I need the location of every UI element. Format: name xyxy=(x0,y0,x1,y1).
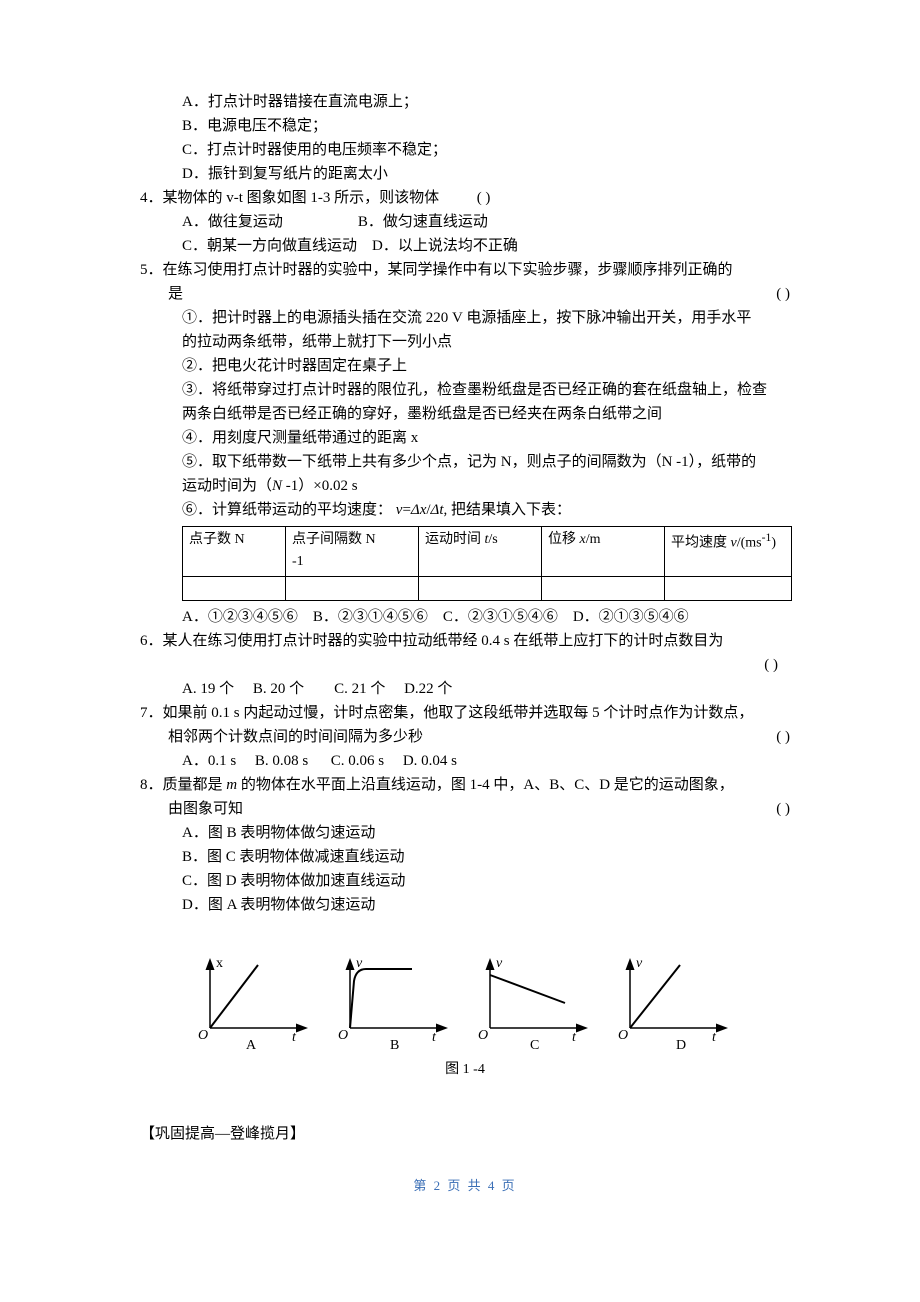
fig-a: x O t A xyxy=(190,953,320,1053)
fig-c-letter: C xyxy=(530,1035,539,1057)
svg-text:O: O xyxy=(478,1028,488,1043)
page-number: 第 2 页 共 4 页 xyxy=(140,1176,790,1197)
svg-text:O: O xyxy=(198,1028,208,1043)
q6-number: 6． xyxy=(140,629,163,653)
q8-paren: ( ) xyxy=(776,797,790,821)
th-5: 平均速度 v/(ms-1) xyxy=(665,527,792,577)
q7-number: 7． xyxy=(140,701,163,725)
fig-d: v O t D xyxy=(610,953,740,1053)
svg-text:x: x xyxy=(216,956,223,971)
q5-step1b: 的拉动两条纸带，纸带上就打下一列小点 xyxy=(140,330,790,354)
q5-number: 5． xyxy=(140,258,163,282)
q7-paren: ( ) xyxy=(776,725,790,749)
fig-b: v O t B xyxy=(330,953,460,1053)
q4-stem-text: 某物体的 v-t 图象如图 1-3 所示，则该物体 xyxy=(163,190,440,206)
q7-text: 如果前 0.1 s 内起动过慢，计时点密集，他取了这段纸带并选取每 5 个计时点… xyxy=(163,701,790,725)
th-4: 位移 x/m xyxy=(542,527,665,577)
th-1: 点子数 N xyxy=(183,527,286,577)
q8-text1: 质量都是 m 的物体在水平面上沿直线运动，图 1-4 中，A、B、C、D 是它的… xyxy=(163,773,790,797)
fig-a-letter: A xyxy=(246,1035,256,1057)
td-1 xyxy=(183,576,286,601)
q4-number: 4． xyxy=(140,186,163,210)
q6-text: 某人在练习使用打点计时器的实验中拉动纸带经 0.4 s 在纸带上应打下的计时点数… xyxy=(163,629,790,653)
table-header-row: 点子数 N 点子间隔数 N -1 运动时间 t/s 位移 x/m 平均速度 v/… xyxy=(183,527,792,577)
q4-text: 某物体的 v-t 图象如图 1-3 所示，则该物体 ( ) xyxy=(163,186,790,210)
q3-option-b: B．电源电压不稳定； xyxy=(140,114,790,138)
q8-text2: 由图象可知 xyxy=(140,797,776,821)
q5-step4-text: ④．用刻度尺测量纸带通过的距离 x xyxy=(182,430,418,446)
fig-caption: 图 1 -4 xyxy=(140,1059,790,1081)
q5-text1: 在练习使用打点计时器的实验中，某同学操作中有以下实验步骤，步骤顺序排列正确的 xyxy=(163,258,790,282)
q5-table: 点子数 N 点子间隔数 N -1 运动时间 t/s 位移 x/m 平均速度 v/… xyxy=(182,526,792,601)
td-2 xyxy=(286,576,419,601)
svg-text:O: O xyxy=(338,1028,348,1043)
q8-stem-line1: 8． 质量都是 m 的物体在水平面上沿直线运动，图 1-4 中，A、B、C、D … xyxy=(140,773,790,797)
q4-opts-row2: C．朝某一方向做直线运动 D．以上说法均不正确 xyxy=(140,234,790,258)
fig-b-svg: v O t xyxy=(330,953,460,1043)
svg-text:t: t xyxy=(292,1030,297,1043)
fig-b-letter: B xyxy=(390,1035,399,1057)
th-2a: 点子间隔数 N xyxy=(292,529,412,551)
q6-paren: ( ) xyxy=(140,653,790,677)
q7-stem-line1: 7． 如果前 0.1 s 内起动过慢，计时点密集，他取了这段纸带并选取每 5 个… xyxy=(140,701,790,725)
svg-text:t: t xyxy=(432,1030,437,1043)
q4-opts-row1: A．做往复运动 B．做匀速直线运动 xyxy=(140,210,790,234)
svg-text:v: v xyxy=(636,956,643,971)
th-2: 点子间隔数 N -1 xyxy=(286,527,419,577)
q5-stem-line2: 是 ( ) xyxy=(140,282,790,306)
th-3: 运动时间 t/s xyxy=(419,527,542,577)
q5-text2: 是 xyxy=(140,282,776,306)
svg-text:t: t xyxy=(712,1030,717,1043)
q3-option-a: A．打点计时器错接在直流电源上； xyxy=(140,90,790,114)
q3-option-d: D．振针到复写纸片的距离太小 xyxy=(140,162,790,186)
q5-step3b: 两条白纸带是否已经正确的穿好，墨粉纸盘是否已经夹在两条白纸带之间 xyxy=(140,402,790,426)
q8-option-a: A．图 B 表明物体做匀速运动 xyxy=(140,821,790,845)
q5-stem-line1: 5． 在练习使用打点计时器的实验中，某同学操作中有以下实验步骤，步骤顺序排列正确… xyxy=(140,258,790,282)
th-2b: -1 xyxy=(292,551,412,573)
svg-text:O: O xyxy=(618,1028,628,1043)
q5-step1a: ①．把计时器上的电源插头插在交流 220 V 电源插座上，按下脉冲输出开关，用手… xyxy=(140,306,790,330)
q5-step2: ②．把电火花计时器固定在桌子上 xyxy=(140,354,790,378)
q8-stem1-text: 质量都是 m 的物体在水平面上沿直线运动，图 1-4 中，A、B、C、D 是它的… xyxy=(163,777,734,793)
q7-options: A．0.1 s B. 0.08 s C. 0.06 s D. 0.04 s xyxy=(140,749,790,773)
q5-paren: ( ) xyxy=(776,282,790,306)
fig-a-svg: x O t xyxy=(190,953,320,1043)
td-4 xyxy=(542,576,665,601)
td-5 xyxy=(665,576,792,601)
figure-row: x O t A v O t B v xyxy=(140,953,790,1053)
q8-option-d: D．图 A 表明物体做匀速运动 xyxy=(140,893,790,917)
q5-step5a: ⑤．取下纸带数一下纸带上共有多少个点，记为 N，则点子的间隔数为（N -1），纸… xyxy=(140,450,790,474)
q5-step6: ⑥．计算纸带运动的平均速度： v=Δx/Δt, 把结果填入下表： xyxy=(140,498,790,522)
page-container: A．打点计时器错接在直流电源上； B．电源电压不稳定； C．打点计时器使用的电压… xyxy=(0,0,920,1302)
q8-option-c: C．图 D 表明物体做加速直线运动 xyxy=(140,869,790,893)
q5-step3a: ③．将纸带穿过打点计时器的限位孔，检查墨粉纸盘是否已经正确的套在纸盘轴上，检查 xyxy=(140,378,790,402)
q6-stem: 6． 某人在练习使用打点计时器的实验中拉动纸带经 0.4 s 在纸带上应打下的计… xyxy=(140,629,790,653)
section-heading: 【巩固提高—登峰揽月】 xyxy=(140,1122,790,1146)
q7-stem-line2: 相邻两个计数点间的时间间隔为多少秒 ( ) xyxy=(140,725,790,749)
q8-option-b: B．图 C 表明物体做减速直线运动 xyxy=(140,845,790,869)
fig-c-svg: v O t xyxy=(470,953,600,1043)
q7-text2: 相邻两个计数点间的时间间隔为多少秒 xyxy=(140,725,776,749)
svg-text:t: t xyxy=(572,1030,577,1043)
q8-number: 8． xyxy=(140,773,163,797)
q8-stem-line2: 由图象可知 ( ) xyxy=(140,797,790,821)
q6-options: A. 19 个 B. 20 个 C. 21 个 D.22 个 xyxy=(140,677,790,701)
table-empty-row xyxy=(183,576,792,601)
q5-step5b: 运动时间为（N -1）×0.02 s xyxy=(140,474,790,498)
q5-step4: ④．用刻度尺测量纸带通过的距离 x xyxy=(140,426,790,450)
td-3 xyxy=(419,576,542,601)
fig-d-svg: v O t xyxy=(610,953,740,1043)
fig-d-letter: D xyxy=(676,1035,686,1057)
q3-option-c: C．打点计时器使用的电压频率不稳定； xyxy=(140,138,790,162)
q5-options: A．①②③④⑤⑥ B．②③①④⑤⑥ C．②③①⑤④⑥ D．②①③⑤④⑥ xyxy=(140,605,790,629)
svg-text:v: v xyxy=(356,956,363,971)
q4-stem: 4． 某物体的 v-t 图象如图 1-3 所示，则该物体 ( ) xyxy=(140,186,790,210)
svg-text:v: v xyxy=(496,956,503,971)
q4-paren: ( ) xyxy=(477,190,491,206)
fig-c: v O t C xyxy=(470,953,600,1053)
